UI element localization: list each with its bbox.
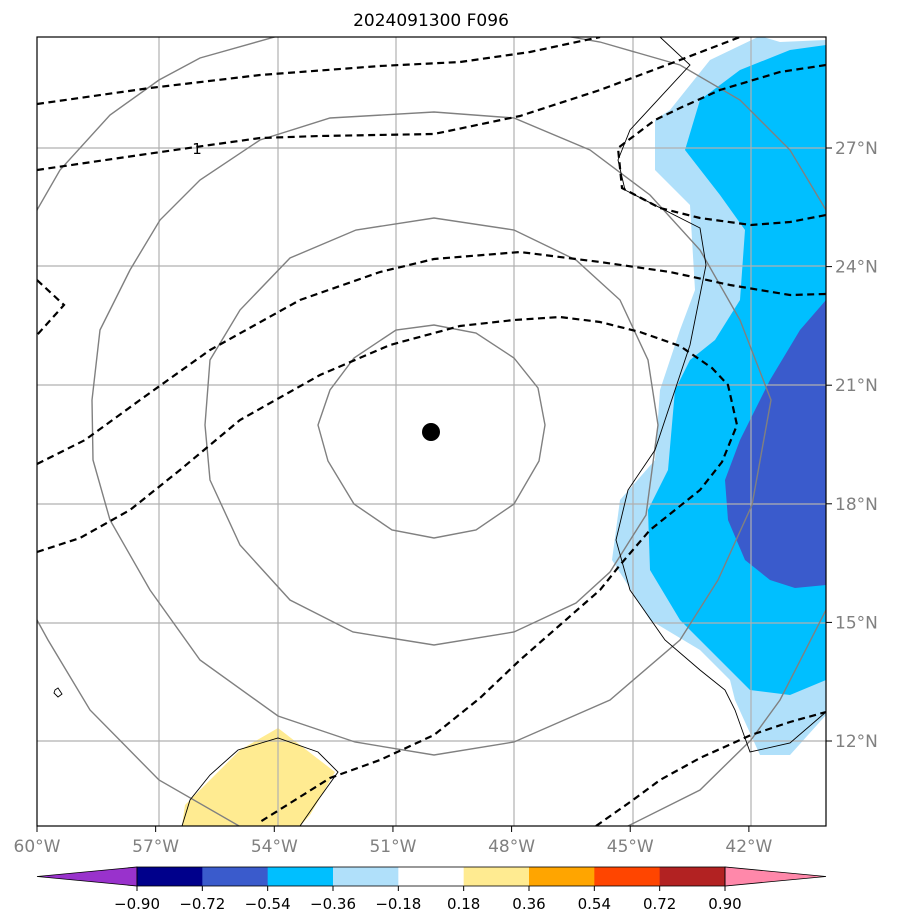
dashed-contour-4 [37,250,826,465]
x-axis: 60°W 57°W 54°W 51°W 48°W 45°W 42°W [14,826,773,857]
range-ring-9deg [91,111,772,756]
contour-label: 1 [192,140,202,158]
range-rings [37,37,826,826]
y-tick-label: 12°N [835,732,878,752]
colorbar-tick-label: 0.72 [643,895,676,913]
colorbar-tick-label: −0.72 [179,895,225,913]
dashed-contour-2 [37,37,741,172]
shade-royal-blue [725,300,826,588]
x-tick-label: 54°W [251,837,298,857]
colorbar-tick-label: 0.36 [512,895,545,913]
solid-contour-east [615,37,826,753]
shaded-field [182,37,826,826]
map-frame [36,36,827,827]
x-tick-label: 60°W [14,837,61,857]
range-ring-12deg [37,37,826,826]
y-tick-label: 21°N [835,376,878,396]
colorbar-bin [398,867,465,886]
colorbar-frame [136,866,726,887]
x-tick-label: 48°W [488,837,535,857]
storm-center-marker [422,423,440,441]
colorbar-bin [659,867,726,886]
colorbar-extend-high [724,866,827,887]
colorbar-bin [137,867,203,886]
colorbar-bin [202,867,269,886]
colorbar-tick-label: −0.18 [375,895,421,913]
lat-lon-grid [37,37,826,826]
y-tick-label: 24°N [835,258,878,278]
y-tick-label: 27°N [835,139,878,159]
range-ring-6deg [204,217,659,646]
colorbar-tick-label: −0.36 [310,895,356,913]
colorbar-bin [267,867,334,886]
dashed-contour-1 [37,37,601,106]
y-tick-label: 18°N [835,495,878,515]
solid-contour-small [53,687,63,698]
map-area: 1 [37,37,826,826]
colorbar-extend-low [36,866,138,887]
x-tick-label: 57°W [132,837,179,857]
y-axis: 12°N 15°N 18°N 21°N 24°N 27°N [826,139,878,752]
colorbar-bin [529,867,595,886]
dashed-contour-5 [37,315,739,823]
x-tick-label: 42°W [725,837,772,857]
colorbar-tick-label: −0.90 [114,895,160,913]
colorbar-bin [333,867,399,886]
shade-yellow [182,728,335,826]
colorbar-bin [463,867,530,886]
dashed-contour-6 [595,710,826,826]
colorbar-bin [594,867,661,886]
x-tick-label: 45°W [607,837,654,857]
colorbar: −0.90 −0.72 −0.54 −0.36 −0.18 0.18 0.36 0.54 0.7… [36,866,827,913]
dashed-contour-7 [37,279,66,336]
colorbar-tick-label: 0.54 [578,895,611,913]
colorbar-tick-label: 0.18 [447,895,480,913]
y-tick-label: 15°N [835,613,878,633]
x-tick-label: 51°W [369,837,416,857]
range-ring-3deg [317,324,546,539]
chart-title: 2024091300 F096 [353,11,509,31]
solid-contour-south [181,737,339,826]
colorbar-tick-label: 0.90 [708,895,741,913]
solid-contours [53,37,826,826]
colorbar-tick-label: −0.54 [245,895,291,913]
